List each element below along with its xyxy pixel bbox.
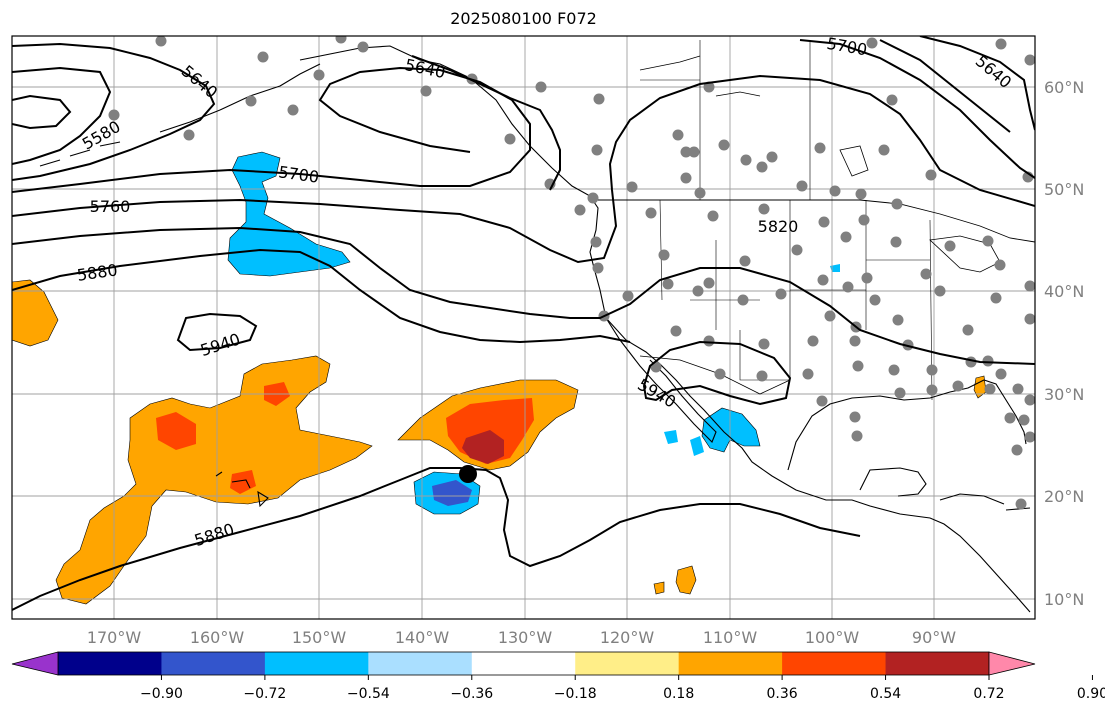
- colorbar-tick-label: 0.54: [870, 686, 901, 702]
- contour-label: 5940: [198, 329, 243, 360]
- contour-label: 5700: [825, 34, 868, 60]
- colorbar-min-extension: [11, 651, 59, 676]
- lat-label: 60°N: [1044, 78, 1084, 97]
- lon-label: 90°W: [912, 628, 956, 647]
- colorbar-tick-label: −0.36: [450, 686, 493, 702]
- lat-label: 50°N: [1044, 180, 1084, 199]
- contour-label: 5640: [972, 51, 1015, 92]
- height-contours: [12, 36, 1035, 611]
- lat-label: 30°N: [1044, 385, 1084, 404]
- map-area: 5580 5640 5640 5640 5700 5700 5760 5820 …: [12, 34, 1035, 619]
- coastlines: [39, 40, 1035, 613]
- colorbar-segment: [264, 652, 369, 675]
- graticule: [12, 36, 1035, 619]
- colorbar-max-extension: [988, 651, 1036, 676]
- contour-label: 5760: [90, 197, 131, 216]
- colorbar-tick-label: −0.72: [243, 686, 286, 702]
- colorbar-tick-label: 0.36: [767, 686, 798, 702]
- contour-label: 5640: [403, 55, 447, 82]
- colorbar-tick-label: 0.72: [973, 686, 1004, 702]
- lon-label: 170°W: [87, 628, 142, 647]
- contour-label: 5940: [634, 375, 679, 412]
- colorbar-segment: [885, 652, 990, 675]
- colorbar-segment: [782, 652, 887, 675]
- lat-label: 40°N: [1044, 282, 1084, 301]
- colorbar-tick-label: −0.18: [554, 686, 597, 702]
- colorbar-segment: [471, 652, 576, 675]
- contour-label: 5580: [79, 117, 124, 154]
- colorbar-segment: [678, 652, 783, 675]
- lon-label: 160°W: [190, 628, 245, 647]
- colorbar: −0.90 −0.72 −0.54 −0.36 −0.18 0.18 0.36 0.54 0.7…: [11, 651, 1105, 702]
- lon-label: 100°W: [805, 628, 860, 647]
- contour-label: 5820: [758, 217, 799, 236]
- colorbar-tick-label: 0.18: [663, 686, 694, 702]
- lat-label: 10°N: [1044, 590, 1084, 609]
- lat-label: 20°N: [1044, 487, 1084, 506]
- map-title: 2025080100 F072: [450, 9, 597, 28]
- lon-label: 150°W: [292, 628, 347, 647]
- lon-label: 130°W: [498, 628, 553, 647]
- contour-label: 5640: [178, 61, 221, 102]
- map-frame: [11, 35, 1036, 620]
- colorbar-tick-label: −0.54: [347, 686, 390, 702]
- contour-label: 5880: [76, 260, 119, 284]
- lon-label: 110°W: [703, 628, 758, 647]
- colorbar-tick-label: 0.90: [1077, 686, 1105, 702]
- contour-label: 5700: [277, 162, 320, 186]
- latitude-labels: 60°N 50°N 40°N 30°N 20°N 10°N: [1044, 78, 1084, 609]
- colorbar-segment: [161, 652, 266, 675]
- colorbar-segment: [58, 652, 162, 675]
- longitude-labels: 170°W 160°W 150°W 140°W 130°W 120°W 110°…: [87, 628, 956, 647]
- colorbar-segment: [368, 652, 473, 675]
- contour-label: 5880: [192, 519, 237, 550]
- colorbar-tick-label: −0.90: [140, 686, 183, 702]
- lon-label: 140°W: [395, 628, 450, 647]
- colorbar-segment: [575, 652, 680, 675]
- lon-label: 120°W: [600, 628, 655, 647]
- storm-center-marker: [459, 465, 477, 483]
- station-dots: [108, 36, 1035, 510]
- anomaly-fill: [12, 151, 987, 605]
